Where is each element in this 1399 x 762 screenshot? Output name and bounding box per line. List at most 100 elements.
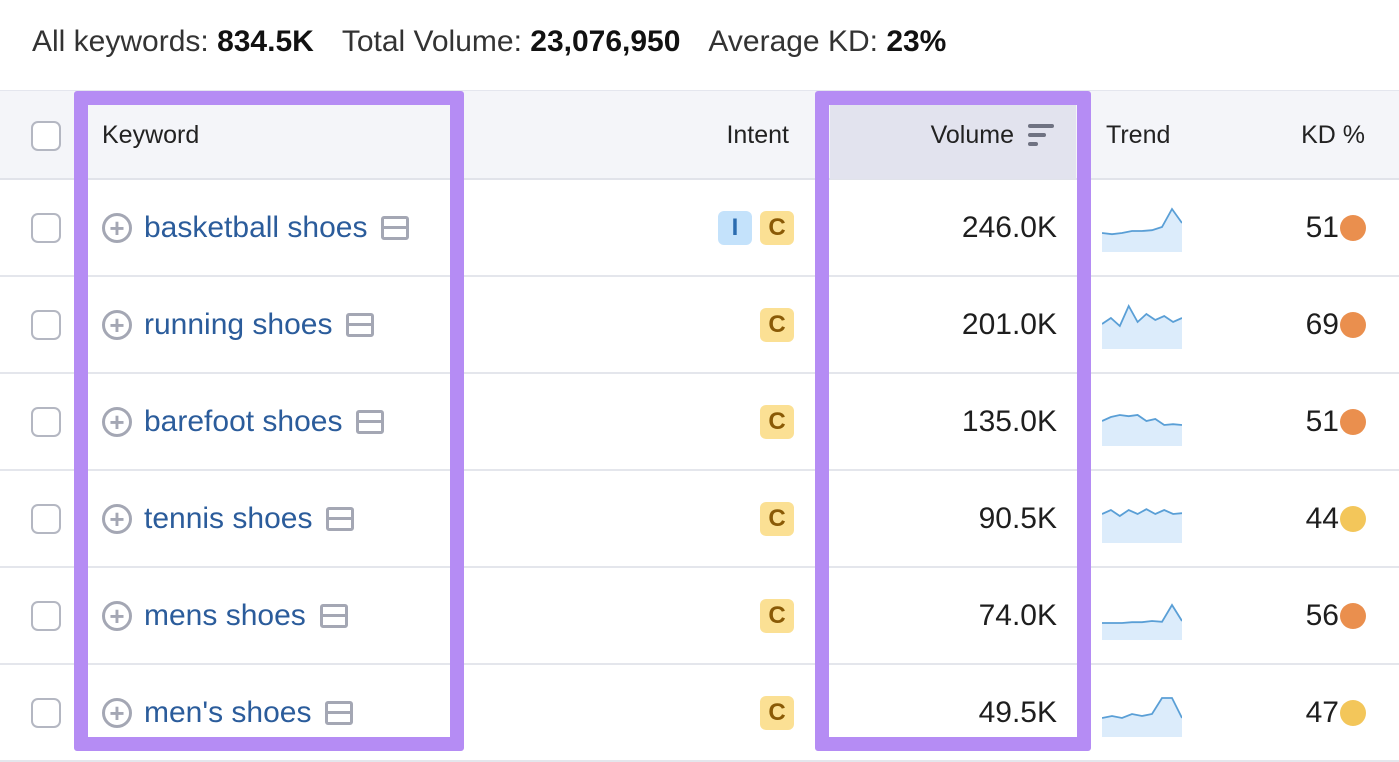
- table-row: + mens shoes C 74.0K 56: [0, 568, 1399, 665]
- intent-cell: C: [760, 277, 794, 372]
- average-kd-value: 23%: [886, 25, 947, 58]
- table-header: Keyword Intent Volume Trend KD %: [0, 90, 1399, 180]
- plus-circle-icon[interactable]: +: [102, 406, 132, 437]
- row-checkbox[interactable]: [31, 310, 61, 340]
- row-checkbox[interactable]: [31, 601, 61, 631]
- table-row: + running shoes C 201.0K 69: [0, 277, 1399, 374]
- keyword-link[interactable]: barefoot shoes: [144, 404, 343, 438]
- column-header-trend: Trend: [1106, 120, 1171, 149]
- plus-circle-icon[interactable]: +: [102, 309, 132, 340]
- row-checkbox[interactable]: [31, 213, 61, 243]
- average-kd-stat: Average KD: 23%: [708, 25, 946, 59]
- table-row: + basketball shoes I C 246.0K 51: [0, 180, 1399, 277]
- plus-circle-icon[interactable]: +: [102, 212, 132, 243]
- intent-badge[interactable]: I: [718, 210, 752, 245]
- volume-value: 90.5K: [978, 501, 1057, 535]
- table-row: + men's shoes C 49.5K 47: [0, 665, 1399, 762]
- intent-cell: C: [760, 568, 794, 663]
- trend-line: [1102, 603, 1182, 624]
- kd-value: 47: [1305, 695, 1339, 729]
- average-kd-label: Average KD:: [708, 25, 878, 58]
- kd-difficulty-dot: [1340, 409, 1366, 435]
- serp-features-icon[interactable]: [325, 700, 354, 725]
- column-header-intent[interactable]: Intent: [726, 120, 789, 149]
- trend-area: [1102, 698, 1182, 737]
- intent-cell: C: [760, 471, 794, 566]
- column-header-keyword[interactable]: Keyword: [102, 120, 200, 149]
- volume-value: 246.0K: [961, 210, 1057, 244]
- row-checkbox[interactable]: [31, 698, 61, 728]
- kd-difficulty-dot: [1340, 312, 1366, 338]
- trend-area: [1102, 209, 1182, 252]
- serp-features-icon[interactable]: [326, 506, 355, 531]
- keyword-cell: + barefoot shoes: [102, 374, 385, 469]
- volume-value: 74.0K: [978, 598, 1057, 632]
- total-volume-stat: Total Volume: 23,076,950: [342, 25, 681, 59]
- keyword-cell: + running shoes: [102, 277, 375, 372]
- column-header-volume-label: Volume: [930, 120, 1014, 149]
- trend-sparkline: [1102, 303, 1182, 349]
- row-checkbox[interactable]: [31, 504, 61, 534]
- volume-value: 135.0K: [961, 404, 1057, 438]
- kd-difficulty-dot: [1340, 603, 1366, 629]
- serp-features-icon[interactable]: [319, 603, 348, 628]
- keyword-cell: + men's shoes: [102, 665, 354, 760]
- column-header-kd[interactable]: KD %: [1301, 120, 1365, 149]
- keywords-summary: All keywords: 834.5K Total Volume: 23,07…: [32, 20, 974, 64]
- trend-area: [1102, 509, 1182, 543]
- intent-badge[interactable]: C: [760, 695, 794, 730]
- keyword-link[interactable]: running shoes: [144, 307, 333, 341]
- plus-circle-icon[interactable]: +: [102, 503, 132, 534]
- plus-circle-icon[interactable]: +: [102, 697, 132, 728]
- keyword-cell: + mens shoes: [102, 568, 348, 663]
- trend-area: [1102, 415, 1182, 446]
- keyword-cell: + tennis shoes: [102, 471, 355, 566]
- trend-area: [1102, 306, 1182, 349]
- trend-sparkline: [1102, 508, 1182, 543]
- keyword-link[interactable]: basketball shoes: [144, 210, 368, 244]
- select-all-checkbox[interactable]: [31, 121, 61, 151]
- trend-line: [1102, 697, 1182, 719]
- keyword-link[interactable]: men's shoes: [144, 695, 312, 729]
- trend-sparkline: [1102, 207, 1182, 252]
- intent-badge[interactable]: C: [760, 501, 794, 536]
- trend-line: [1102, 303, 1182, 328]
- kd-difficulty-dot: [1340, 215, 1366, 241]
- intent-badge[interactable]: C: [760, 307, 794, 342]
- trend-line: [1102, 508, 1182, 518]
- trend-sparkline: [1102, 603, 1182, 640]
- kd-value: 44: [1305, 501, 1339, 535]
- kd-value: 51: [1305, 210, 1339, 244]
- intent-cell: C: [760, 374, 794, 469]
- row-checkbox[interactable]: [31, 407, 61, 437]
- total-volume-value: 23,076,950: [530, 25, 681, 58]
- keyword-link[interactable]: tennis shoes: [144, 501, 313, 535]
- kd-difficulty-dot: [1340, 700, 1366, 726]
- volume-value: 49.5K: [978, 695, 1057, 729]
- intent-badge[interactable]: C: [760, 404, 794, 439]
- serp-features-icon[interactable]: [356, 409, 385, 434]
- trend-line: [1102, 414, 1182, 426]
- table-row: + barefoot shoes C 135.0K 51: [0, 374, 1399, 471]
- column-header-volume[interactable]: Volume: [931, 91, 1054, 179]
- keyword-link[interactable]: mens shoes: [144, 598, 306, 632]
- table-row: + tennis shoes C 90.5K 44: [0, 471, 1399, 568]
- kd-value: 56: [1305, 598, 1339, 632]
- plus-circle-icon[interactable]: +: [102, 600, 132, 631]
- keyword-cell: + basketball shoes: [102, 180, 410, 275]
- trend-sparkline: [1102, 697, 1182, 737]
- sort-desc-icon[interactable]: [1028, 124, 1054, 146]
- intent-badge[interactable]: C: [760, 598, 794, 633]
- trend-line: [1102, 207, 1182, 236]
- kd-value: 69: [1305, 307, 1339, 341]
- all-keywords-stat: All keywords: 834.5K: [32, 25, 314, 59]
- serp-features-icon[interactable]: [381, 215, 410, 240]
- intent-badge[interactable]: C: [760, 210, 794, 245]
- all-keywords-value: 834.5K: [217, 25, 314, 58]
- volume-value: 201.0K: [961, 307, 1057, 341]
- serp-features-icon[interactable]: [346, 312, 375, 337]
- kd-value: 51: [1305, 404, 1339, 438]
- intent-cell: C: [760, 665, 794, 760]
- all-keywords-label: All keywords:: [32, 25, 209, 58]
